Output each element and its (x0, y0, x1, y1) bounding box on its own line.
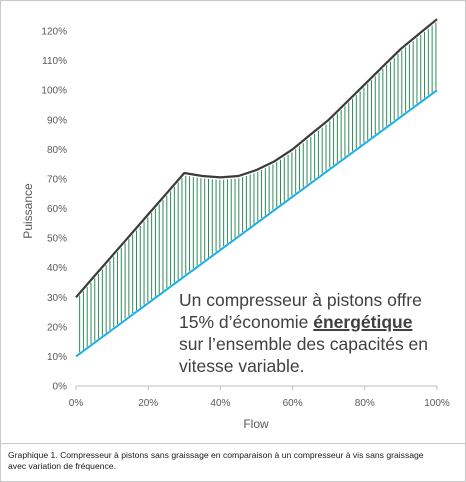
y-tick-label: 120% (41, 27, 67, 38)
annotation-line-2: 15% d’économie énergétique (179, 311, 465, 333)
y-tick-label: 0% (53, 382, 68, 393)
x-tick-label: 100% (424, 398, 450, 409)
y-tick-label: 20% (47, 322, 67, 333)
series-lines (75, 18, 438, 358)
series-line-piston (75, 18, 438, 299)
x-axis-title: Flow (243, 417, 269, 431)
y-tick-label: 110% (42, 56, 67, 67)
y-tick-label: 90% (47, 115, 67, 126)
annotation-emphasis: énergétique (313, 312, 413, 332)
caption-line-1: Graphique 1. Compresseur à pistons sans … (8, 450, 424, 460)
annotation-line-4: vitesse variable. (179, 356, 305, 376)
x-tick-label: 0% (69, 398, 84, 409)
fill-between-hatch (79, 22, 437, 353)
annotation-line-1: Un compresseur à pistons offre (179, 290, 422, 310)
y-tick-label: 100% (41, 86, 67, 97)
y-axis-title: Puissance (21, 183, 35, 239)
annotation-line-3: sur l’ensemble des capacités en (179, 334, 429, 354)
y-tick-label: 70% (47, 174, 67, 185)
axes: 0% 10% 20% 30% 40% 50% 60% 70% 80% 90% 100% 110% 120… (41, 27, 449, 410)
x-tick-label: 80% (355, 398, 375, 409)
y-tick-label: 50% (47, 234, 67, 245)
x-tick-label: 40% (210, 398, 230, 409)
y-tick-label: 10% (47, 352, 67, 363)
y-tick-label: 40% (47, 263, 67, 274)
series-line-screw (75, 89, 438, 358)
y-tick-label: 30% (47, 293, 67, 304)
annotation-text: Un compresseur à pistons offre 15% d’éco… (179, 289, 465, 377)
x-tick-label: 20% (138, 398, 158, 409)
y-tick-label: 60% (47, 204, 67, 215)
y-tick-label: 80% (47, 145, 67, 156)
figure-caption: Graphique 1. Compresseur à pistons sans … (1, 443, 465, 481)
annotation-line-2-prefix: 15% d’économie (179, 312, 314, 332)
chart: 0% 10% 20% 30% 40% 50% 60% 70% 80% 90% 100% 110% 120… (21, 18, 450, 431)
x-tick-label: 60% (283, 398, 303, 409)
caption-line-2: avec variation de fréquence. (8, 460, 116, 471)
